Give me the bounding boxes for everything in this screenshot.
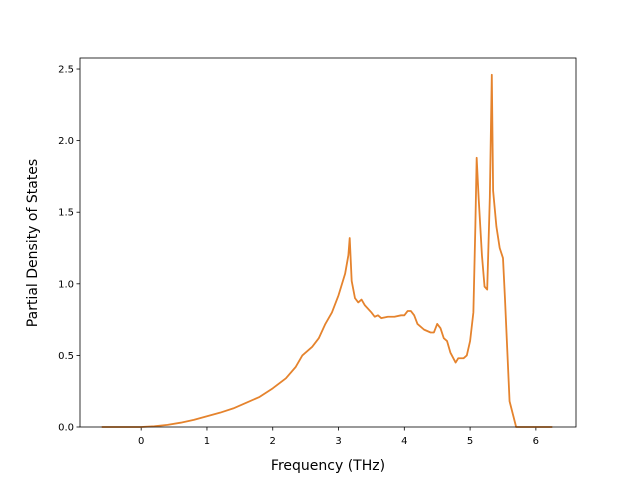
- x-tick-label: 4: [401, 436, 407, 447]
- x-tick-label: 0: [138, 436, 144, 447]
- y-tick-label: 1.0: [58, 279, 74, 290]
- y-tick-label: 0.0: [58, 423, 74, 434]
- x-tick-label: 2: [270, 436, 276, 447]
- x-axis-label: Frequency (THz): [271, 458, 385, 474]
- y-axis-label: Partial Density of States: [25, 159, 41, 327]
- data-line: [101, 73, 553, 428]
- x-tick-label: 1: [204, 436, 210, 447]
- x-tick-label: 6: [533, 436, 539, 447]
- y-tick-label: 1.5: [58, 208, 74, 219]
- x-tick-label: 5: [467, 436, 473, 447]
- y-tick-label: 2.5: [58, 65, 74, 76]
- y-tick-label: 2.0: [58, 136, 74, 147]
- x-tick-label: 3: [335, 436, 341, 447]
- y-tick-label: 0.5: [58, 351, 74, 362]
- plot-frame: [79, 57, 577, 428]
